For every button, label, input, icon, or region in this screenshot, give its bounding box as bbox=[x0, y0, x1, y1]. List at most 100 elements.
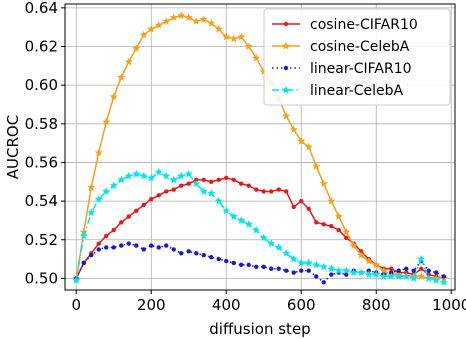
data-point-cosine-celeba bbox=[349, 241, 358, 249]
data-point-cosine-celeba bbox=[417, 272, 426, 280]
data-point-cosine-celeba bbox=[304, 142, 313, 151]
data-point-linear-cifar10 bbox=[269, 266, 274, 271]
data-point-linear-celeba bbox=[319, 262, 328, 271]
data-point-linear-cifar10 bbox=[404, 266, 409, 271]
data-point-cosine-celeba bbox=[132, 44, 141, 52]
data-point-cosine-celeba bbox=[252, 53, 261, 62]
data-point-linear-celeba bbox=[357, 268, 366, 277]
x-tick-label: 0 bbox=[71, 296, 81, 314]
data-point-cosine-cifar10 bbox=[179, 183, 184, 188]
data-point-cosine-cifar10 bbox=[96, 241, 101, 246]
data-point-cosine-celeba bbox=[109, 92, 118, 101]
data-point-cosine-cifar10 bbox=[261, 189, 266, 194]
data-point-linear-celeba bbox=[109, 181, 118, 190]
y-tick-label: 0.50 bbox=[25, 269, 58, 287]
legend-label: linear-CelebA bbox=[310, 83, 404, 99]
data-point-linear-cifar10 bbox=[231, 260, 236, 266]
data-point-linear-cifar10 bbox=[126, 241, 131, 246]
data-point-cosine-celeba bbox=[237, 32, 246, 41]
x-tick-label: 200 bbox=[137, 296, 166, 314]
y-tick-label: 0.52 bbox=[25, 231, 58, 249]
data-point-linear-cifar10 bbox=[321, 280, 326, 285]
data-point-cosine-celeba bbox=[139, 30, 148, 39]
data-point-linear-celeba bbox=[147, 173, 156, 182]
series-layer bbox=[72, 11, 448, 286]
data-point-linear-celeba bbox=[199, 187, 208, 195]
data-point-cosine-cifar10 bbox=[284, 189, 289, 194]
legend-marker bbox=[283, 65, 289, 71]
data-point-cosine-cifar10 bbox=[231, 177, 236, 183]
data-point-linear-celeba bbox=[289, 254, 298, 263]
data-point-cosine-cifar10 bbox=[291, 204, 296, 210]
series-linear-celeba bbox=[72, 167, 448, 286]
data-point-linear-celeba bbox=[342, 266, 351, 275]
x-axis-ticks: 0 200 400 600 800 1000 bbox=[71, 290, 466, 314]
legend-marker bbox=[282, 85, 290, 94]
data-point-cosine-celeba bbox=[357, 251, 366, 259]
data-point-cosine-celeba bbox=[229, 34, 238, 43]
data-point-linear-celeba bbox=[177, 171, 186, 180]
data-point-linear-celeba bbox=[349, 268, 358, 277]
legend-marker bbox=[282, 41, 290, 50]
data-point-linear-celeba bbox=[94, 194, 103, 203]
data-point-linear-cifar10 bbox=[119, 243, 124, 248]
data-point-linear-celeba bbox=[102, 187, 111, 195]
legend-item-cosine-celeba: cosine-CelebA bbox=[272, 39, 410, 55]
data-point-cosine-cifar10 bbox=[239, 181, 244, 186]
data-point-cosine-celeba bbox=[162, 17, 171, 25]
data-point-cosine-celeba bbox=[244, 42, 253, 50]
data-point-linear-cifar10 bbox=[441, 274, 446, 279]
data-point-cosine-celeba bbox=[87, 183, 96, 191]
data-point-linear-cifar10 bbox=[344, 272, 349, 277]
data-point-linear-cifar10 bbox=[149, 243, 154, 248]
data-point-cosine-cifar10 bbox=[419, 266, 424, 271]
legend-item-cosine-cifar10: cosine-CIFAR10 bbox=[272, 17, 418, 33]
data-point-cosine-cifar10 bbox=[389, 266, 394, 271]
data-point-linear-cifar10 bbox=[306, 268, 311, 273]
data-point-linear-cifar10 bbox=[411, 268, 416, 273]
data-point-cosine-cifar10 bbox=[209, 179, 214, 184]
legend-item-linear-celeba: linear-CelebA bbox=[272, 83, 404, 99]
data-point-cosine-cifar10 bbox=[299, 198, 304, 204]
data-point-linear-cifar10 bbox=[164, 243, 169, 248]
data-point-cosine-cifar10 bbox=[224, 175, 229, 181]
data-point-cosine-cifar10 bbox=[111, 227, 116, 233]
y-tick-label: 0.64 bbox=[25, 0, 58, 17]
data-point-linear-celeba bbox=[259, 233, 268, 242]
data-point-linear-cifar10 bbox=[179, 251, 184, 256]
x-tick-label: 400 bbox=[212, 296, 241, 314]
y-tick-label: 0.60 bbox=[25, 76, 58, 94]
x-tick-label: 1000 bbox=[432, 296, 466, 314]
data-point-cosine-celeba bbox=[147, 24, 156, 33]
data-point-linear-cifar10 bbox=[201, 253, 206, 258]
y-tick-label: 0.58 bbox=[25, 115, 58, 133]
data-point-linear-celeba bbox=[409, 274, 418, 282]
data-point-cosine-cifar10 bbox=[344, 235, 349, 241]
data-point-cosine-celeba bbox=[327, 196, 336, 205]
data-point-linear-cifar10 bbox=[186, 249, 191, 254]
grid-lines bbox=[65, 4, 455, 290]
data-point-linear-celeba bbox=[169, 175, 178, 184]
data-point-cosine-celeba bbox=[199, 15, 208, 23]
data-point-linear-celeba bbox=[79, 231, 88, 240]
data-point-cosine-celeba bbox=[282, 111, 291, 120]
data-point-linear-cifar10 bbox=[89, 253, 94, 258]
data-point-cosine-cifar10 bbox=[119, 220, 124, 225]
data-point-linear-celeba bbox=[162, 171, 171, 180]
data-point-linear-cifar10 bbox=[194, 251, 199, 256]
legend-label: cosine-CelebA bbox=[310, 39, 410, 55]
x-tick-label: 800 bbox=[362, 296, 391, 314]
data-point-linear-cifar10 bbox=[111, 245, 116, 250]
data-point-cosine-cifar10 bbox=[186, 181, 191, 186]
data-point-linear-celeba bbox=[394, 272, 403, 280]
plot-frame bbox=[64, 3, 456, 291]
data-point-cosine-cifar10 bbox=[269, 189, 274, 194]
data-point-linear-cifar10 bbox=[216, 256, 221, 262]
data-point-cosine-celeba bbox=[192, 17, 201, 25]
data-point-linear-celeba bbox=[87, 208, 96, 217]
y-tick-label: 0.62 bbox=[25, 38, 58, 56]
data-point-cosine-cifar10 bbox=[314, 220, 319, 225]
data-point-linear-celeba bbox=[424, 274, 433, 282]
data-point-linear-cifar10 bbox=[314, 274, 319, 279]
